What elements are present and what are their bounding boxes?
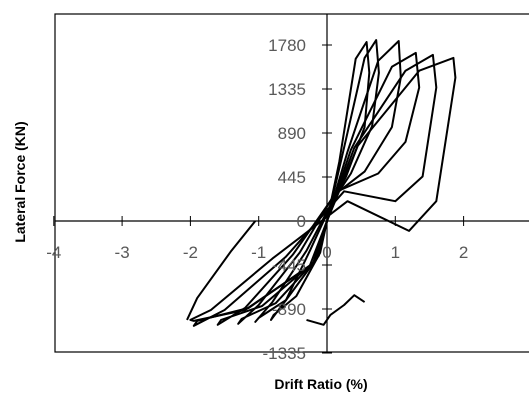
hysteresis-loop-4 xyxy=(216,51,421,326)
axis-ticks xyxy=(53,44,465,354)
x-tick-label: -4 xyxy=(46,243,61,262)
x-tick-label: 1 xyxy=(391,243,400,262)
y-tick-label: -1335 xyxy=(263,344,306,363)
y-tick-label: 890 xyxy=(278,124,306,143)
y-tick-label: -445 xyxy=(272,256,306,275)
y-tick-label: 1780 xyxy=(268,36,306,55)
x-tick-label: 0 xyxy=(322,243,331,262)
x-tick-label: -1 xyxy=(251,243,266,262)
hysteresis-loop-6 xyxy=(189,56,457,322)
y-axis-title: Lateral Force (KN) xyxy=(12,121,28,242)
axis-tick-labels: -4 -3 -2 -1 0 1 2 -1335 -890 -445 0 445 890 1335 1780 xyxy=(46,36,468,363)
x-tick-label: 2 xyxy=(459,243,468,262)
plot-border xyxy=(54,13,529,353)
x-tick-label: -3 xyxy=(115,243,130,262)
y-tick-label: 0 xyxy=(297,212,306,231)
x-axis-title: Drift Ratio (%) xyxy=(274,376,367,392)
hysteresis-loop-3 xyxy=(237,40,402,325)
hysteresis-curves xyxy=(186,39,457,327)
hysteresis-loop-7 xyxy=(186,220,257,321)
y-tick-label: -890 xyxy=(272,300,306,319)
hysteresis-loop-8 xyxy=(306,294,366,326)
y-tick-label: 445 xyxy=(278,168,306,187)
x-tick-label: -2 xyxy=(183,243,198,262)
y-tick-label: 1335 xyxy=(268,80,306,99)
